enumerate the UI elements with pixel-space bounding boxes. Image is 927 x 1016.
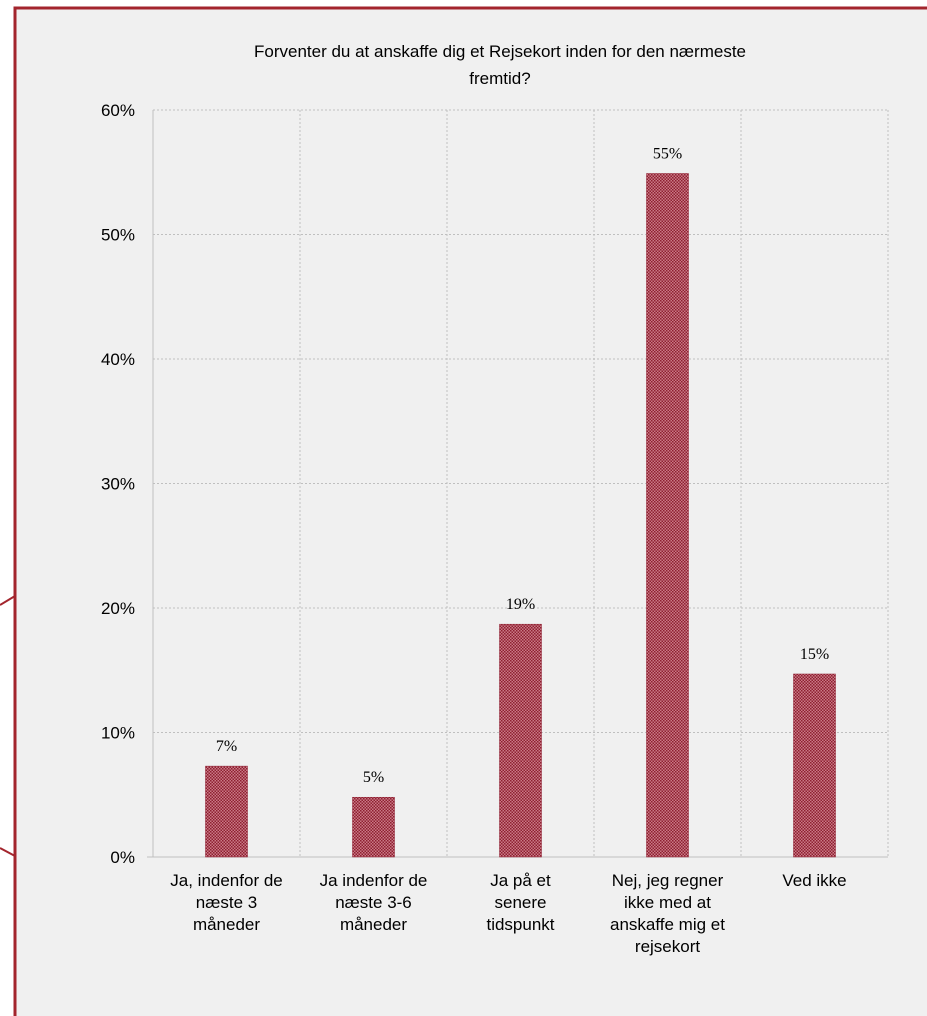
data-label: 19%: [506, 596, 535, 613]
axis-layer: 0% 10% 20% 30% 40% 50% 60%: [101, 101, 888, 867]
grid-layer: [153, 109, 889, 857]
x-tick-label-line: næste 3-6: [335, 893, 412, 912]
x-tick-label: Ja, indenfor de næste 3 måneder: [170, 871, 282, 934]
x-tick-label: Ja på et senere tidspunkt: [486, 871, 554, 934]
x-tick-label-line: tidspunkt: [486, 915, 554, 934]
data-label: 55%: [653, 145, 682, 162]
bar: [205, 765, 248, 858]
data-label: 15%: [800, 646, 829, 663]
y-tick-label: 10%: [101, 724, 135, 743]
chart-title-line-2: fremtid?: [469, 69, 531, 88]
x-tick-label-line: Ja, indenfor de: [170, 871, 282, 890]
bars-layer: [205, 173, 836, 858]
chart-title-line-1: Forventer du at anskaffe dig et Rejsekor…: [253, 42, 746, 61]
x-tick-label-line: Ja indenfor de: [320, 871, 428, 890]
frame-notch-top: [0, 595, 16, 606]
bar: [646, 173, 689, 858]
x-tick-label: Ved ikke: [782, 871, 846, 890]
x-tick-label-line: anskaffe mig et: [610, 915, 725, 934]
bar: [499, 623, 542, 858]
x-tick-label-line: rejsekort: [635, 937, 700, 956]
data-label: 7%: [216, 738, 237, 755]
x-tick-label-line: senere: [495, 893, 547, 912]
x-tick-label-line: næste 3: [196, 893, 257, 912]
labels-layer: 7% Ja, indenfor de næste 3 måneder 5% Ja inde…: [170, 145, 846, 956]
x-tick-label-line: måneder: [193, 915, 260, 934]
x-tick-label-line: Ved ikke: [782, 871, 846, 890]
chart-frame: [13, 6, 927, 1016]
y-tick-label: 50%: [101, 226, 135, 245]
x-tick-label: Nej, jeg regner ikke med at anskaffe mig e…: [610, 871, 725, 956]
y-tick-label: 40%: [101, 350, 135, 369]
bar: [793, 673, 836, 858]
y-tick-label: 20%: [101, 599, 135, 618]
y-tick-label: 60%: [101, 101, 135, 120]
x-tick-label-line: ikke med at: [624, 893, 711, 912]
y-tick-label: 0%: [110, 848, 135, 867]
x-tick-label-line: Ja på et: [490, 871, 551, 890]
x-tick-label: Ja indenfor de næste 3-6 måneder: [320, 871, 428, 934]
x-tick-label-line: Nej, jeg regner: [612, 871, 724, 890]
data-label: 5%: [363, 769, 384, 786]
frame-notch-bottom: [0, 847, 16, 857]
x-tick-label-line: måneder: [340, 915, 407, 934]
y-tick-label: 30%: [101, 475, 135, 494]
bar: [352, 796, 395, 858]
chart-title: Forventer du at anskaffe dig et Rejsekor…: [110, 38, 890, 92]
